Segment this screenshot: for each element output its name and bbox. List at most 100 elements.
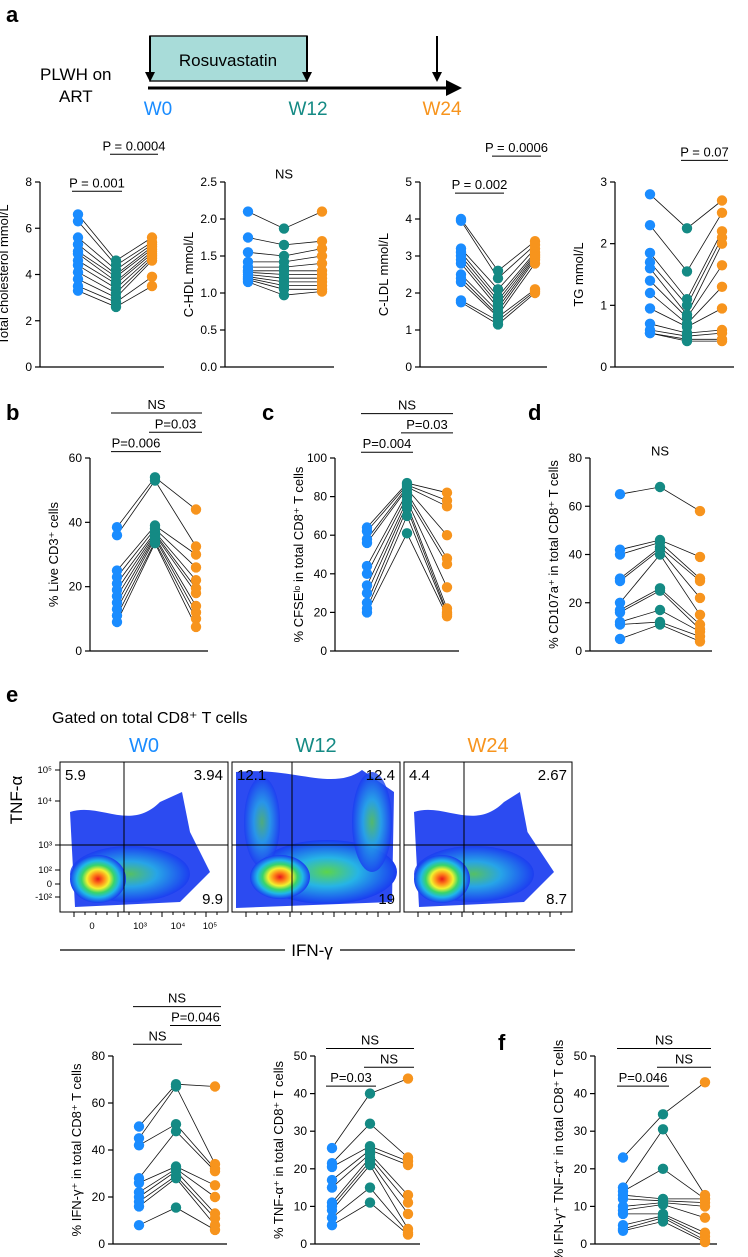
flow-y-tick: 0	[47, 879, 52, 890]
point-w12	[364, 1197, 376, 1208]
timeline: PLWH on ART Rosuvastatin W0 W12 W24	[40, 35, 462, 120]
panel-label-e: e	[6, 682, 18, 707]
point-w0	[111, 530, 123, 541]
point-w24	[209, 1191, 221, 1203]
point-w0	[361, 537, 373, 549]
y-tick-label: 60	[92, 1096, 106, 1110]
point-w12	[657, 1109, 669, 1120]
y-tick-label: 40	[574, 1087, 588, 1101]
point-w0	[326, 1174, 338, 1186]
quadrant-upper-left: 5.9	[65, 767, 86, 784]
point-w0	[614, 489, 626, 500]
point-w0	[644, 275, 656, 286]
flow-plot-w0: W0 5.9 3.94 9.9	[59, 735, 229, 917]
point-w24	[402, 1073, 414, 1084]
chart-ldl: 0 1 2 3 4 5 C-LDL mmol/L P = 0.002 P = 0.0006	[376, 140, 548, 374]
point-w0	[644, 220, 656, 231]
y-tick-label: 0	[98, 1237, 105, 1251]
significance-label: NS	[148, 1028, 166, 1043]
point-w0	[614, 597, 626, 608]
subject-line	[622, 1081, 706, 1158]
point-w12	[170, 1202, 182, 1213]
y-tick-label: 10	[294, 1199, 308, 1213]
flow-plot-title: W0	[129, 735, 159, 757]
flow-x-tick: 0	[89, 921, 94, 932]
point-w24	[146, 271, 158, 282]
point-w0	[133, 1177, 145, 1189]
y-tick-label: 0	[600, 360, 607, 374]
point-w12	[278, 290, 290, 301]
flow-y-tick: 10²	[38, 865, 52, 876]
significance-label: P=0.03	[155, 416, 197, 431]
significance-label: P=0.046	[171, 1009, 220, 1024]
point-w12	[654, 619, 666, 630]
point-w12	[364, 1088, 376, 1099]
y-tick-label: 1	[405, 323, 412, 337]
point-w12	[110, 301, 122, 313]
point-w24	[441, 558, 453, 570]
y-axis-label: % IFN-γ⁺ in total CD8⁺ T cells	[69, 1063, 84, 1236]
point-w0	[326, 1142, 338, 1154]
point-w0	[455, 258, 467, 269]
significance-label: NS	[398, 398, 416, 413]
y-tick-label: 5	[405, 175, 412, 189]
point-w12	[364, 1118, 376, 1129]
point-w24	[716, 303, 728, 314]
point-w24	[209, 1180, 221, 1191]
point-w24	[402, 1159, 414, 1171]
panel-label-f: f	[498, 1030, 506, 1055]
point-w0	[361, 560, 373, 572]
y-tick-label: 60	[569, 499, 583, 513]
flow-plot-w24: W24 4.4 2.67 8.7	[403, 735, 573, 917]
y-axis-label: % CFSEˡᵒ in total CD8⁺ T cells	[291, 466, 306, 642]
chart-tg: 0 1 2 3 TG mmol/L P = 0.07	[571, 144, 734, 374]
point-w0	[644, 189, 656, 200]
point-w24	[699, 1236, 711, 1248]
point-w24	[694, 505, 706, 517]
y-tick-label: 80	[569, 451, 583, 465]
point-w24	[190, 562, 202, 573]
significance-label: P = 0.0006	[485, 140, 548, 155]
panel-label-c: c	[262, 400, 274, 425]
point-w24	[316, 286, 328, 297]
point-w24	[716, 260, 728, 271]
point-w0	[644, 247, 656, 259]
point-w0	[326, 1212, 338, 1223]
point-w0	[455, 297, 467, 308]
point-w0	[455, 215, 467, 226]
arrow-w24-head	[432, 72, 442, 82]
density-plot	[70, 792, 210, 907]
y-axis-label: % TNF-α⁺ in total CD8⁺ T cells	[271, 1061, 286, 1240]
y-tick-label: 20	[69, 580, 83, 594]
y-tick-label: 40	[294, 1087, 308, 1101]
y-tick-label: 3	[405, 249, 412, 263]
point-w24	[209, 1166, 221, 1177]
quadrant-lower-right: 8.7	[546, 891, 567, 908]
point-w0	[361, 580, 373, 591]
point-w24	[402, 1229, 414, 1240]
point-w24	[190, 575, 202, 586]
point-w24	[190, 621, 202, 633]
subject-line	[116, 537, 197, 613]
y-tick-label: 2	[600, 237, 607, 251]
point-w24	[716, 207, 728, 218]
point-w12	[654, 481, 666, 493]
point-w0	[326, 1182, 338, 1193]
point-w24	[694, 551, 706, 563]
y-tick-label: 30	[574, 1124, 588, 1138]
point-w0	[361, 568, 373, 579]
point-w0	[614, 633, 626, 645]
point-w24	[441, 582, 453, 593]
point-w12	[492, 319, 504, 330]
point-w12	[149, 538, 161, 549]
point-w0	[617, 1208, 629, 1220]
y-tick-label: 10	[574, 1199, 588, 1213]
point-w12	[681, 266, 693, 277]
point-w0	[614, 607, 626, 618]
timeline-arrowhead	[446, 80, 462, 96]
subject-line	[649, 212, 723, 273]
flow-x-tick: 10³	[133, 921, 147, 932]
y-tick-label: 0	[25, 360, 32, 374]
point-w0	[455, 276, 467, 288]
y-tick-label: 3	[600, 175, 607, 189]
